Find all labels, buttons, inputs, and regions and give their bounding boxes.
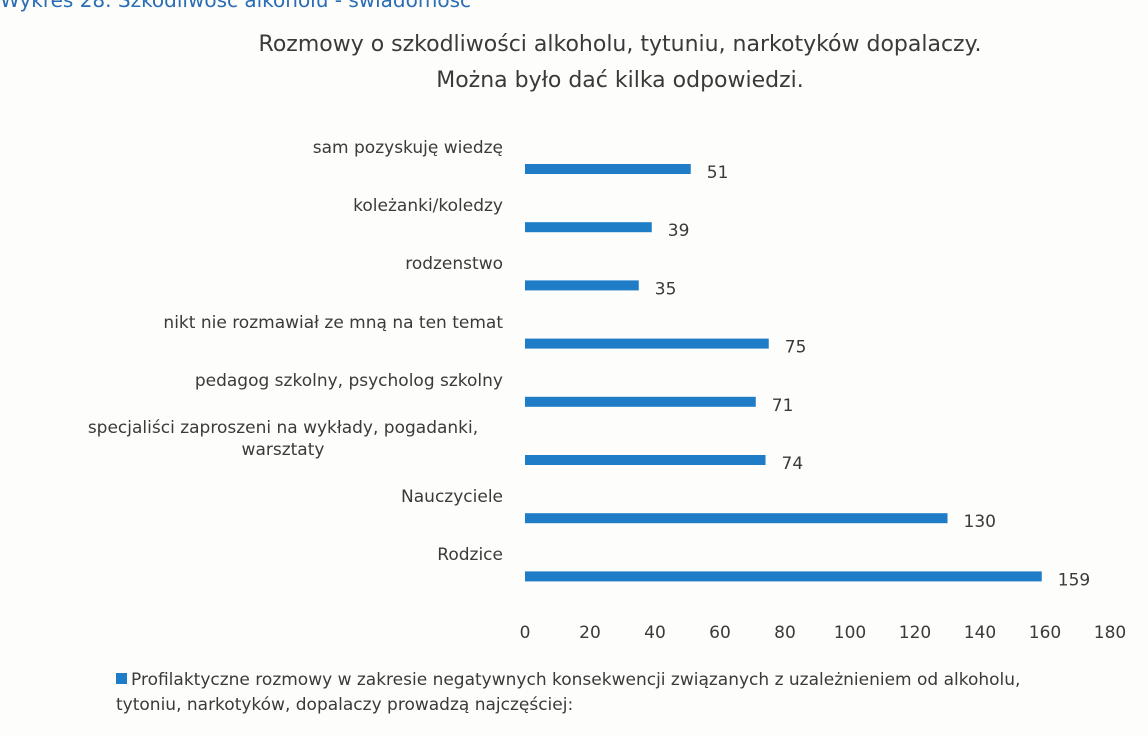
- category-row: sam pozyskuję wiedzę: [63, 137, 503, 159]
- value-label: 71: [772, 396, 794, 416]
- bar: [525, 396, 756, 407]
- category-row: Rodzice: [63, 544, 503, 566]
- category-row: Nauczyciele: [63, 486, 503, 508]
- value-label: 51: [707, 163, 729, 183]
- bar: [525, 571, 1042, 582]
- header: Wykres 28. Szkodliwość alkoholu - świado…: [0, 0, 471, 12]
- x-tick-label: 60: [709, 623, 731, 643]
- x-tick-label: 80: [774, 623, 796, 643]
- bar: [525, 280, 639, 291]
- chart-title: Rozmowy o szkodliwości alkoholu, tytuniu…: [258, 32, 982, 57]
- value-label: 74: [782, 454, 804, 474]
- category-row: rodzenstwo: [63, 253, 503, 275]
- x-tick-label: 40: [644, 623, 666, 643]
- value-label: 75: [785, 338, 807, 358]
- bar: [525, 222, 652, 233]
- x-tick-label: 20: [579, 623, 601, 643]
- bar: [525, 164, 691, 174]
- bar: [525, 513, 948, 524]
- category-row: nikt nie rozmawiał ze mną na ten temat: [63, 312, 503, 334]
- legend-swatch: [116, 673, 127, 684]
- value-label: 130: [964, 512, 996, 532]
- bar: [525, 455, 766, 465]
- category-label: sam pozyskuję wiedzę: [312, 138, 503, 158]
- x-tick-label: 160: [1029, 623, 1061, 643]
- category-label: Nauczyciele: [401, 487, 503, 508]
- chart-subtitle: Można było dać kilka odpowiedzi.: [436, 68, 804, 93]
- category-label: nikt nie rozmawiał ze mną na ten temat: [163, 312, 503, 333]
- category-row: koleżanki/koledzy: [63, 195, 503, 217]
- category-row: specjaliści zaproszeni na wykłady, pogad…: [63, 417, 503, 461]
- bar: [525, 338, 769, 349]
- x-tick-label: 0: [520, 623, 531, 643]
- category-label: rodzenstwo: [405, 254, 503, 275]
- category-row: pedagog szkolny, psycholog szkolny: [63, 370, 503, 392]
- category-label: koleżanki/koledzy: [353, 196, 503, 217]
- legend: Profilaktyczne rozmowy w zakresie negaty…: [116, 668, 1076, 718]
- value-label: 39: [668, 221, 690, 241]
- value-label: 35: [655, 279, 677, 299]
- category-label: Rodzice: [437, 545, 503, 566]
- x-tick-label: 140: [964, 623, 996, 643]
- legend-label: Profilaktyczne rozmowy w zakresie negaty…: [116, 670, 1021, 715]
- x-tick-label: 100: [834, 623, 866, 643]
- value-label: 159: [1058, 570, 1090, 590]
- x-tick-label: 120: [899, 623, 931, 643]
- category-label: specjaliści zaproszeni na wykłady, pogad…: [87, 418, 479, 460]
- category-label: pedagog szkolny, psycholog szkolny: [194, 370, 503, 391]
- x-tick-label: 180: [1094, 623, 1126, 643]
